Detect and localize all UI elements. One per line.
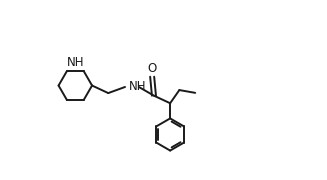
Text: NH: NH xyxy=(129,80,146,93)
Text: O: O xyxy=(147,62,157,75)
Text: NH: NH xyxy=(67,56,84,69)
